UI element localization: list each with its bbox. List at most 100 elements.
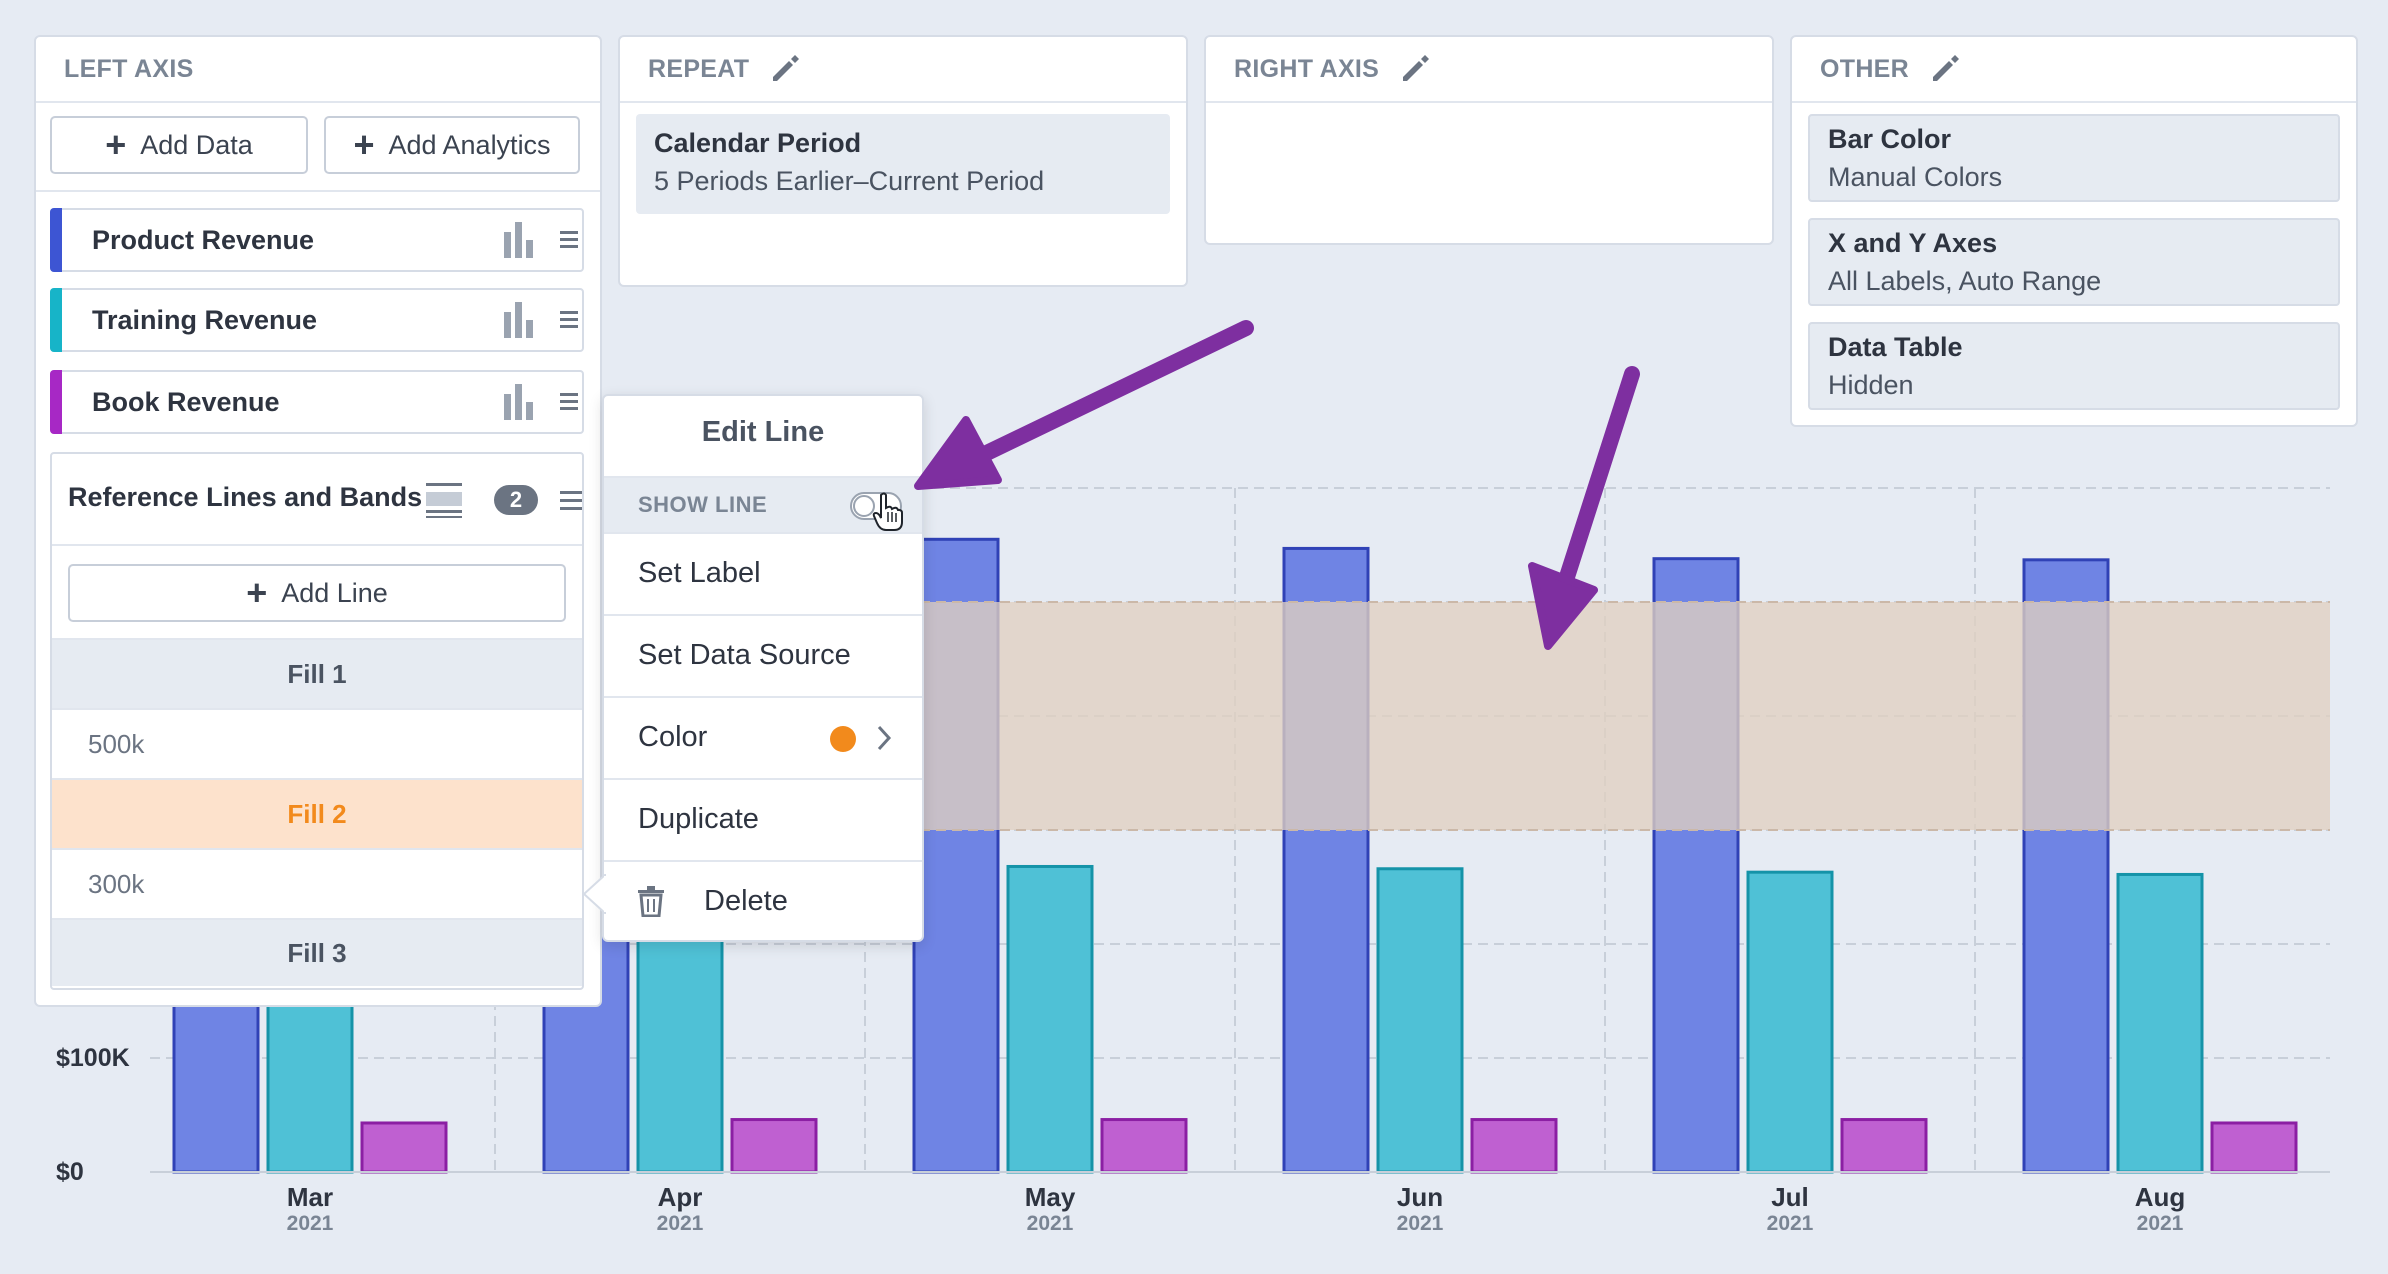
item-subtitle: 5 Periods Earlier–Current Period bbox=[654, 166, 1045, 196]
divider bbox=[52, 544, 582, 546]
axes-item[interactable]: X and Y Axes All Labels, Auto Range bbox=[1808, 218, 2340, 306]
reference-fill-row[interactable]: Fill 1 bbox=[52, 638, 582, 708]
menu-item-label: Delete bbox=[704, 884, 788, 917]
pencil-icon[interactable] bbox=[769, 53, 801, 85]
right-axis-panel: RIGHT AXIS bbox=[1204, 35, 1774, 245]
menu-item-label: Color bbox=[638, 720, 708, 753]
reference-fill-row[interactable]: Fill 3 bbox=[52, 918, 582, 986]
add-analytics-button[interactable]: + Add Analytics bbox=[324, 116, 580, 174]
reference-line-row[interactable]: 500k bbox=[52, 708, 582, 778]
drag-handle-icon[interactable] bbox=[560, 391, 578, 413]
bar-training-revenue bbox=[1376, 867, 1464, 1174]
annotation-arrow-head bbox=[914, 416, 1002, 490]
item-title: Data Table bbox=[1828, 332, 1963, 362]
x-tick-year: 2021 bbox=[1766, 1212, 1814, 1235]
plus-icon: + bbox=[105, 124, 127, 165]
annotation-arrow-head bbox=[1528, 562, 1598, 650]
series-item-book-revenue[interactable]: Book Revenue bbox=[50, 370, 584, 434]
add-line-button[interactable]: + Add Line bbox=[68, 564, 566, 622]
y-tick-label: $0 bbox=[56, 1158, 84, 1186]
series-label: Training Revenue bbox=[92, 304, 318, 335]
item-title: Bar Color bbox=[1828, 124, 1952, 154]
bar-book-revenue bbox=[1840, 1118, 1928, 1174]
add-analytics-label: Add Analytics bbox=[388, 129, 551, 160]
color-swatch bbox=[830, 726, 856, 752]
series-item-product-revenue[interactable]: Product Revenue bbox=[50, 208, 584, 272]
other-title: OTHER bbox=[1820, 54, 1909, 83]
right-axis-title: RIGHT AXIS bbox=[1234, 54, 1380, 83]
bar-training-revenue bbox=[2116, 872, 2204, 1174]
reference-row-label: 300k bbox=[88, 868, 145, 899]
x-tick-label: Aug bbox=[2134, 1182, 2186, 1212]
reference-fill-row-selected[interactable]: Fill 2 bbox=[52, 778, 582, 848]
reference-row-label: Fill 2 bbox=[287, 798, 347, 829]
x-tick-year: 2021 bbox=[1396, 1212, 1444, 1235]
series-item-training-revenue[interactable]: Training Revenue bbox=[50, 288, 584, 352]
duplicate-menu-item[interactable]: Duplicate bbox=[604, 778, 922, 858]
delete-menu-item[interactable]: Delete bbox=[604, 860, 922, 940]
annotation-arrow-shaft bbox=[1558, 366, 1640, 588]
menu-item-label: Set Label bbox=[638, 556, 761, 589]
set-label-menu-item[interactable]: Set Label bbox=[604, 532, 922, 612]
data-table-item[interactable]: Data Table Hidden bbox=[1808, 322, 2340, 410]
series-color-stripe bbox=[50, 370, 62, 434]
bar-book-revenue bbox=[1470, 1118, 1558, 1174]
series-label: Book Revenue bbox=[92, 386, 280, 417]
menu-item-label: Set Data Source bbox=[638, 638, 851, 671]
item-title: Calendar Period bbox=[654, 128, 862, 158]
trash-icon bbox=[638, 886, 664, 917]
item-title: X and Y Axes bbox=[1828, 228, 1998, 258]
reference-line-row[interactable]: 300k bbox=[52, 848, 582, 918]
x-tick-label: Jul bbox=[1771, 1182, 1809, 1212]
series-color-stripe bbox=[50, 288, 62, 352]
edit-line-menu: Edit Line SHOW LINE Set Label Set Data S… bbox=[582, 394, 924, 942]
item-subtitle: All Labels, Auto Range bbox=[1828, 266, 2102, 296]
show-line-label: SHOW LINE bbox=[638, 492, 768, 517]
bar-training-revenue bbox=[1746, 870, 1834, 1174]
show-line-row: SHOW LINE bbox=[604, 476, 922, 532]
left-axis-title: LEFT AXIS bbox=[64, 54, 194, 83]
reference-row-label: Fill 1 bbox=[287, 658, 347, 689]
bar-chart-icon[interactable] bbox=[500, 220, 540, 260]
bar-color-item[interactable]: Bar Color Manual Colors bbox=[1808, 114, 2340, 202]
x-tick-year: 2021 bbox=[2136, 1212, 2184, 1235]
bar-chart-icon[interactable] bbox=[500, 382, 540, 422]
reference-lines-title: Reference Lines and Bands bbox=[68, 482, 423, 512]
annotation-arrow-shaft bbox=[960, 320, 1254, 470]
set-data-source-menu-item[interactable]: Set Data Source bbox=[604, 614, 922, 694]
divider bbox=[36, 190, 600, 192]
hand-cursor-icon bbox=[872, 492, 903, 531]
bar-book-revenue bbox=[1100, 1118, 1188, 1174]
x-tick-label: Mar bbox=[286, 1182, 334, 1212]
right-axis-header: RIGHT AXIS bbox=[1206, 37, 1772, 103]
bar-training-revenue bbox=[1006, 864, 1094, 1174]
plus-icon: + bbox=[353, 124, 375, 165]
bar-chart-icon[interactable] bbox=[500, 300, 540, 340]
drag-handle-icon[interactable] bbox=[560, 309, 578, 331]
reference-row-label: 500k bbox=[88, 728, 145, 759]
color-menu-item[interactable]: Color bbox=[604, 696, 922, 776]
series-color-stripe bbox=[50, 208, 62, 272]
x-tick-year: 2021 bbox=[656, 1212, 704, 1235]
y-tick-label: $100K bbox=[56, 1044, 130, 1072]
drag-handle-icon[interactable] bbox=[560, 229, 578, 251]
x-tick-year: 2021 bbox=[286, 1212, 334, 1235]
drag-handle-icon[interactable] bbox=[560, 489, 582, 513]
x-tick-year: 2021 bbox=[1026, 1212, 1074, 1235]
add-data-button[interactable]: + Add Data bbox=[50, 116, 308, 174]
repeat-header: REPEAT bbox=[620, 37, 1186, 103]
left-axis-header: LEFT AXIS bbox=[36, 37, 600, 103]
calendar-period-item[interactable]: Calendar Period 5 Periods Earlier–Curren… bbox=[636, 114, 1170, 214]
pencil-icon[interactable] bbox=[1929, 53, 1961, 85]
item-subtitle: Manual Colors bbox=[1828, 162, 2003, 192]
other-header: OTHER bbox=[1792, 37, 2356, 103]
x-tick-label: Jun bbox=[1396, 1182, 1444, 1212]
series-label: Product Revenue bbox=[92, 224, 315, 255]
add-data-label: Add Data bbox=[140, 129, 253, 160]
menu-item-label: Duplicate bbox=[638, 802, 759, 835]
chevron-right-icon bbox=[877, 725, 892, 751]
reference-lines-icon[interactable] bbox=[424, 480, 464, 520]
pencil-icon[interactable] bbox=[1399, 53, 1431, 85]
menu-pointer bbox=[582, 874, 606, 914]
